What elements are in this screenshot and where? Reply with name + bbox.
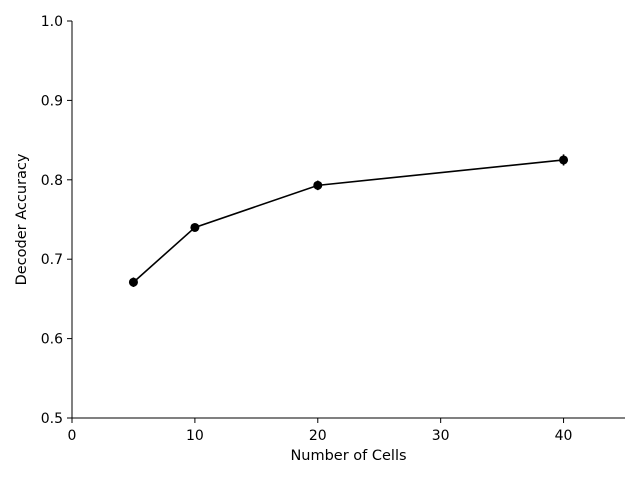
data-point: [190, 222, 200, 232]
y-tick-label: 0.8: [41, 173, 63, 189]
y-tick-label: 1.0: [41, 14, 63, 30]
x-tick-label: 10: [186, 428, 204, 444]
x-tick-label: 30: [432, 428, 450, 444]
x-tick-label: 40: [555, 428, 573, 444]
y-tick-label: 0.7: [41, 252, 63, 268]
series: [128, 154, 569, 287]
x-tick-label: 20: [309, 428, 327, 444]
y-tick-label: 0.9: [41, 93, 63, 109]
data-point: [313, 180, 323, 190]
y-tick-label: 0.6: [41, 332, 63, 348]
series-line: [132, 159, 564, 283]
x-axis-label: Number of Cells: [290, 448, 406, 464]
axes: [71, 21, 625, 419]
ticks: 0 10 20 30 40 0.5 0.6 0.7 0.8 0.9 1.0: [41, 14, 573, 444]
y-tick-label: 0.5: [41, 411, 63, 427]
data-point: [128, 277, 138, 287]
x-tick-label: 0: [68, 428, 77, 444]
y-axis-label: Decoder Accuracy: [14, 153, 30, 285]
data-point: [559, 155, 569, 165]
